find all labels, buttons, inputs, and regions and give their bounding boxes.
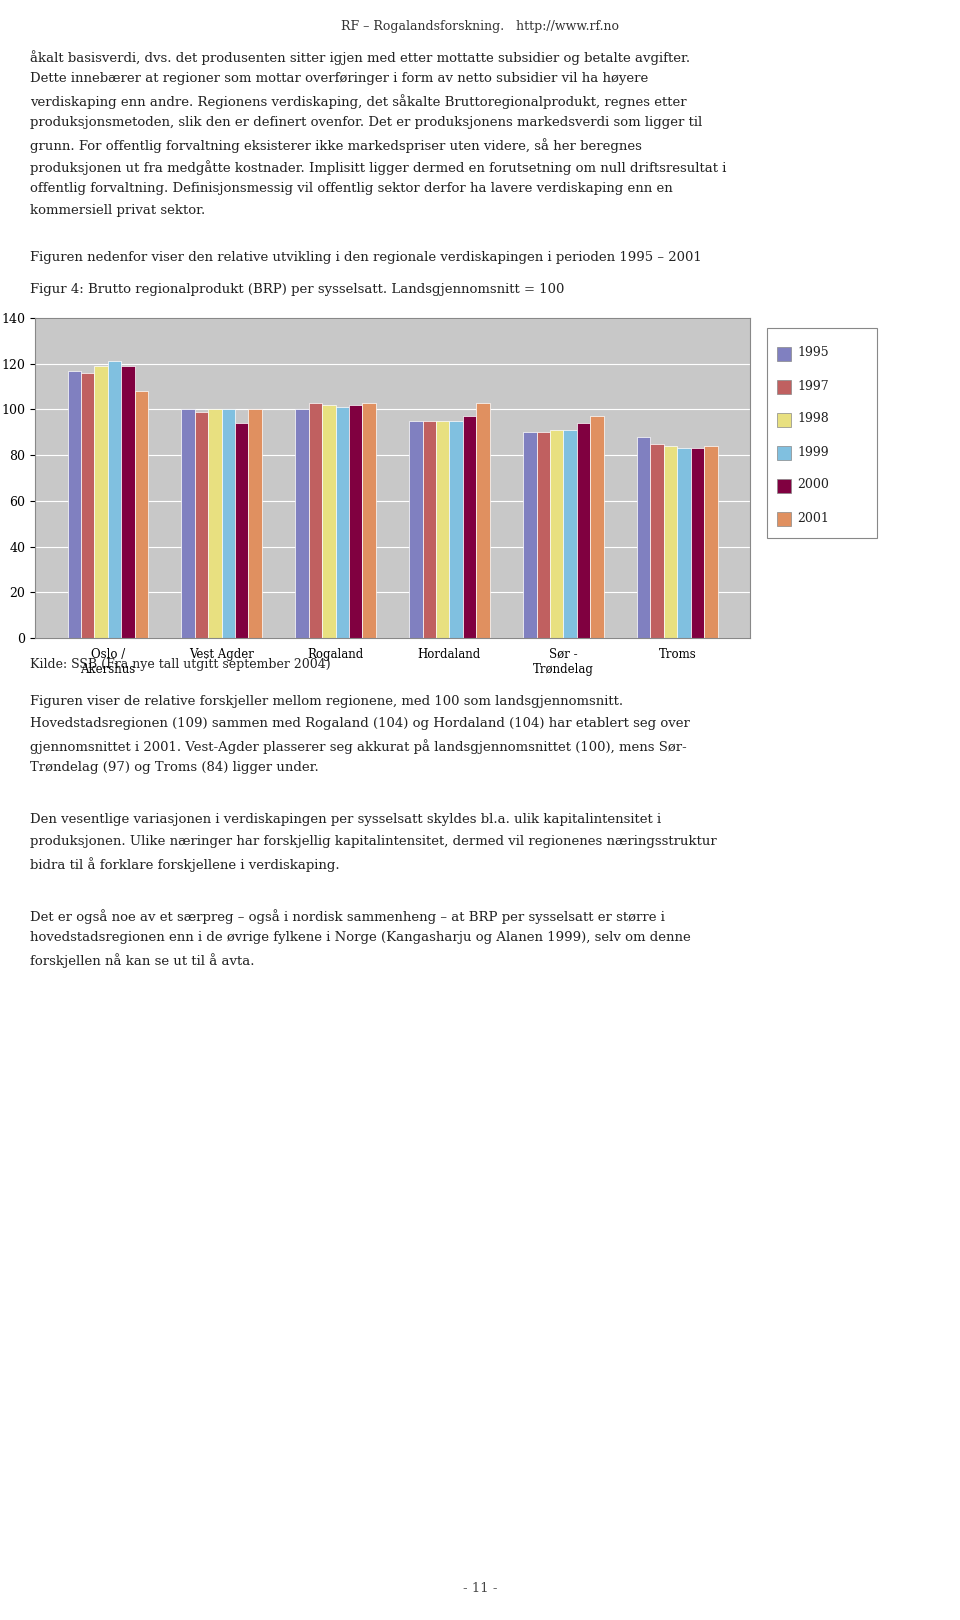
Bar — [181, 410, 195, 638]
Bar — [296, 410, 309, 638]
Text: 2000: 2000 — [797, 478, 828, 491]
Text: 1997: 1997 — [797, 379, 828, 392]
Bar — [523, 433, 537, 638]
Bar — [777, 446, 791, 460]
Text: 1998: 1998 — [797, 413, 828, 426]
Bar — [664, 446, 678, 638]
Bar — [637, 437, 651, 638]
Bar — [463, 416, 476, 638]
Bar — [422, 421, 436, 638]
Bar — [564, 429, 577, 638]
Text: Figur 4: Brutto regionalprodukt (BRP) per sysselsatt. Landsgjennomsnitt = 100: Figur 4: Brutto regionalprodukt (BRP) pe… — [30, 284, 564, 296]
Bar — [362, 403, 375, 638]
Bar — [195, 411, 208, 638]
Text: Trøndelag (97) og Troms (84) ligger under.: Trøndelag (97) og Troms (84) ligger unde… — [30, 761, 319, 774]
Text: Hovedstadsregionen (109) sammen med Rogaland (104) og Hordaland (104) har etable: Hovedstadsregionen (109) sammen med Roga… — [30, 718, 690, 731]
Bar — [323, 405, 336, 638]
Bar — [577, 423, 590, 638]
Bar — [409, 421, 422, 638]
Bar — [476, 403, 490, 638]
Text: hovedstadsregionen enn i de øvrige fylkene i Norge (Kangasharju og Alanen 1999),: hovedstadsregionen enn i de øvrige fylke… — [30, 931, 691, 944]
Bar — [767, 327, 877, 538]
Text: 2001: 2001 — [797, 512, 828, 525]
Bar — [704, 446, 717, 638]
Bar — [590, 416, 604, 638]
Bar — [436, 421, 449, 638]
Bar — [651, 444, 664, 638]
Bar — [777, 413, 791, 428]
Text: åkalt basisverdi, dvs. det produsenten sitter igjen med etter mottatte subsidier: åkalt basisverdi, dvs. det produsenten s… — [30, 50, 690, 65]
Text: Figuren viser de relative forskjeller mellom regionene, med 100 som landsgjennom: Figuren viser de relative forskjeller me… — [30, 695, 623, 708]
Bar — [550, 429, 564, 638]
Bar — [449, 421, 463, 638]
Text: Figuren nedenfor viser den relative utvikling i den regionale verdiskapingen i p: Figuren nedenfor viser den relative utvi… — [30, 251, 702, 264]
Bar — [537, 433, 550, 638]
Text: produksjonsmetoden, slik den er definert ovenfor. Det er produksjonens markedsve: produksjonsmetoden, slik den er definert… — [30, 117, 703, 130]
Bar — [108, 361, 121, 638]
Text: kommersiell privat sektor.: kommersiell privat sektor. — [30, 204, 205, 217]
Text: produksjonen ut fra medgåtte kostnader. Implisitt ligger dermed en forutsetning : produksjonen ut fra medgåtte kostnader. … — [30, 160, 727, 175]
Bar — [777, 381, 791, 394]
Text: offentlig forvaltning. Definisjonsmessig vil offentlig sektor derfor ha lavere v: offentlig forvaltning. Definisjonsmessig… — [30, 181, 673, 194]
Text: gjennomsnittet i 2001. Vest-Agder plasserer seg akkurat på landsgjennomsnittet (: gjennomsnittet i 2001. Vest-Agder plasse… — [30, 739, 686, 753]
Bar — [348, 405, 362, 638]
Text: Den vesentlige variasjonen i verdiskapingen per sysselsatt skyldes bl.a. ulik ka: Den vesentlige variasjonen i verdiskapin… — [30, 813, 661, 826]
Bar — [67, 371, 81, 638]
Text: Kilde: SSB (Fra nye tall utgitt september 2004): Kilde: SSB (Fra nye tall utgitt septembe… — [30, 658, 330, 671]
Bar — [678, 449, 690, 638]
Bar — [81, 373, 94, 638]
Text: Det er også noe av et særpreg – også i nordisk sammenheng – at BRP per sysselsat: Det er også noe av et særpreg – også i n… — [30, 909, 665, 923]
Text: RF – Rogalandsforskning.   http://www.rf.no: RF – Rogalandsforskning. http://www.rf.n… — [341, 19, 619, 32]
Bar — [777, 480, 791, 492]
Bar — [777, 512, 791, 526]
Text: 1999: 1999 — [797, 446, 828, 458]
Bar — [94, 366, 108, 638]
Text: Dette innebærer at regioner som mottar overføringer i form av netto subsidier vi: Dette innebærer at regioner som mottar o… — [30, 71, 648, 84]
Bar — [309, 403, 323, 638]
Text: bidra til å forklare forskjellene i verdiskaping.: bidra til å forklare forskjellene i verd… — [30, 857, 340, 872]
Bar — [121, 366, 134, 638]
Bar — [208, 410, 222, 638]
Text: - 11 -: - 11 - — [463, 1583, 497, 1596]
Bar — [235, 423, 249, 638]
Bar — [777, 347, 791, 361]
Text: 1995: 1995 — [797, 347, 828, 360]
Bar — [249, 410, 262, 638]
Text: verdiskaping enn andre. Regionens verdiskaping, det såkalte Bruttoregionalproduk: verdiskaping enn andre. Regionens verdis… — [30, 94, 686, 109]
Bar — [134, 390, 148, 638]
Bar — [690, 449, 704, 638]
Text: forskjellen nå kan se ut til å avta.: forskjellen nå kan se ut til å avta. — [30, 953, 254, 967]
Text: grunn. For offentlig forvaltning eksisterer ikke markedspriser uten videre, så h: grunn. For offentlig forvaltning eksiste… — [30, 138, 642, 152]
Bar — [336, 407, 348, 638]
Bar — [222, 410, 235, 638]
Text: produksjonen. Ulike næringer har forskjellig kapitalintensitet, dermed vil regio: produksjonen. Ulike næringer har forskje… — [30, 834, 717, 847]
